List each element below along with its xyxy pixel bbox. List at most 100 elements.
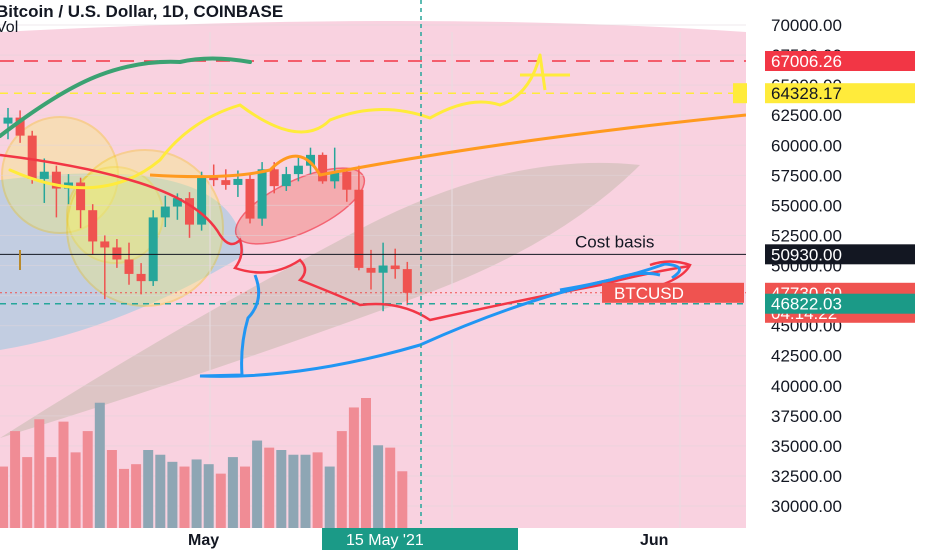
candle-body — [330, 171, 340, 182]
candle-body — [209, 176, 219, 181]
candle-body — [15, 117, 25, 136]
yellow-circle-2 — [66, 149, 224, 307]
volume-bar — [288, 454, 299, 528]
price-tick-label: 32500.00 — [771, 467, 842, 486]
blue-arrow — [559, 262, 681, 292]
candle-body — [390, 265, 400, 270]
candle-body — [281, 174, 291, 187]
candle-body — [39, 171, 49, 179]
price-tick-label: 42500.00 — [771, 347, 842, 366]
resistance-price-tag-bg — [765, 50, 915, 71]
candle-body — [185, 198, 194, 225]
volume-bar — [252, 440, 263, 528]
crosshair-date-label: 15 May '21 — [346, 532, 424, 549]
candle-body — [160, 206, 170, 218]
volume-bar — [227, 457, 238, 528]
blue-zone — [0, 173, 244, 350]
price-tick-label: 60000.00 — [771, 136, 842, 155]
volume-bar — [131, 464, 142, 528]
symbol-label: BTCUSD — [614, 284, 684, 303]
candle-body — [51, 171, 61, 189]
volume-bar — [70, 452, 81, 528]
target-tag-notch — [733, 83, 747, 104]
red-drawing — [0, 153, 691, 322]
candle-body — [100, 241, 110, 248]
volume-bar — [385, 447, 396, 528]
candle-body — [148, 217, 158, 282]
cost-basis-price-tag-bg — [765, 244, 915, 265]
volume-bar — [300, 454, 311, 528]
time-tick-label: May — [188, 532, 219, 549]
volume-bar — [10, 431, 21, 528]
volume-bar — [167, 461, 178, 528]
candle-body — [172, 198, 182, 207]
price-tick-label: 35000.00 — [771, 437, 842, 456]
volume-bar — [348, 407, 359, 528]
support-price-tag: 46822.03 — [771, 295, 842, 314]
candle-body — [221, 180, 231, 185]
volume-bar — [264, 447, 275, 528]
chart-title: Bitcoin / U.S. Dollar, 1D, COINBASE — [0, 2, 284, 21]
cost-basis-label: Cost basis — [575, 232, 654, 251]
volume-bar — [0, 466, 8, 528]
symbol-label-bg — [602, 282, 744, 303]
price-tick-label: 55000.00 — [771, 196, 842, 215]
yellow-arrowhead — [520, 54, 570, 91]
price-tick-label: 37500.00 — [771, 407, 842, 426]
candle-body — [88, 210, 98, 242]
candle-body — [354, 189, 364, 268]
price-tick-label: 57500.00 — [771, 166, 842, 185]
volume-bar — [312, 452, 323, 528]
candle-body — [27, 135, 37, 179]
volume-bar — [179, 466, 190, 528]
volume-bar — [119, 468, 129, 528]
candle-body — [342, 171, 352, 190]
price-tick-label: 62500.00 — [771, 106, 842, 125]
candle-body — [366, 267, 376, 273]
candle-body — [76, 182, 86, 211]
candle-body — [306, 154, 315, 166]
volume-bar — [276, 450, 287, 528]
volume-bar — [191, 459, 202, 528]
cost-basis-price-tag: 50930.00 — [771, 245, 842, 264]
volume-bar — [397, 471, 408, 528]
volume-bar — [46, 457, 57, 528]
candle-body — [233, 178, 243, 185]
price-tick-label: 30000.00 — [771, 497, 842, 516]
price-tick-label: 52500.00 — [771, 226, 842, 245]
volume-bar — [22, 457, 33, 528]
target-price-tag: 64328.17 — [771, 84, 842, 103]
candle-body — [318, 154, 328, 182]
candle-body — [3, 117, 13, 124]
candle-body — [257, 169, 267, 219]
volume-bar — [94, 402, 105, 528]
candle-body — [136, 273, 146, 282]
candle-body — [269, 169, 279, 187]
target-price-tag-bg — [765, 83, 915, 104]
volume-bar — [155, 454, 166, 528]
volume-bar — [34, 419, 45, 528]
time-tick-label: Jun — [640, 532, 668, 549]
volume-label: Vol — [0, 19, 19, 36]
volume-bar — [203, 464, 214, 528]
volume-bar — [58, 421, 69, 528]
green-drawing — [0, 56, 252, 138]
candle-body — [112, 247, 122, 260]
price-tick-label: 70000.00 — [771, 16, 842, 35]
candle-body — [197, 176, 207, 225]
volume-bar — [143, 450, 154, 528]
candle-body — [124, 259, 134, 274]
volume-bar — [240, 466, 250, 528]
yellow-drawing — [8, 53, 542, 190]
price-tick-label: 40000.00 — [771, 377, 842, 396]
volume-bar — [324, 466, 335, 528]
volume-bar — [82, 431, 93, 528]
volume-bar — [336, 431, 347, 528]
volume-bar — [373, 445, 384, 528]
volume-bar — [361, 398, 371, 528]
crosshair-date-bg — [322, 528, 518, 550]
price-channel-zone — [0, 162, 640, 438]
candle-body — [293, 165, 303, 175]
